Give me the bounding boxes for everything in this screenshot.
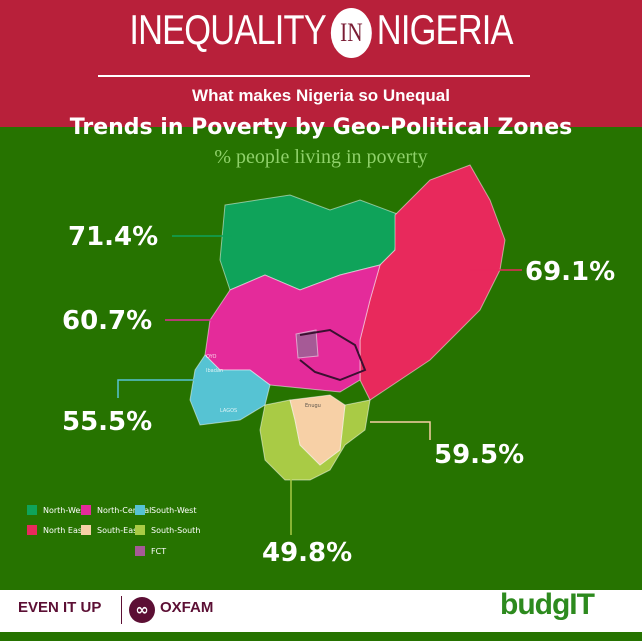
header: INEQUALITY IN NIGERIA What makes Nigeria s… bbox=[0, 0, 642, 127]
legend-item: South-South bbox=[135, 525, 200, 535]
map-label-lagos: LAGOS bbox=[220, 408, 238, 414]
map-label-oyo: OYO bbox=[206, 354, 217, 360]
legend-item: FCT bbox=[135, 546, 166, 556]
value-south-east: 59.5% bbox=[434, 440, 525, 470]
swatch bbox=[27, 505, 37, 515]
even-it-up-logo: EVEN IT UP bbox=[18, 599, 102, 616]
section-title: Trends in Poverty by Geo-Political Zones bbox=[69, 115, 573, 140]
map-label-enugu: Enugu bbox=[305, 403, 321, 409]
legend-item: South-West bbox=[135, 505, 196, 515]
divider bbox=[121, 596, 122, 624]
leader-south-west bbox=[117, 379, 200, 398]
divider bbox=[98, 75, 530, 77]
legend-item: North-West bbox=[27, 505, 88, 515]
bottom-strip bbox=[0, 632, 642, 641]
value-north-west: 71.4% bbox=[68, 222, 159, 252]
legend-item: North East bbox=[27, 525, 85, 535]
budgit-logo: budgIT bbox=[500, 588, 595, 621]
value-south-south: 49.8% bbox=[262, 538, 353, 568]
page-subtitle: What makes Nigeria so Unequal bbox=[192, 86, 450, 105]
value-south-west: 55.5% bbox=[62, 407, 153, 437]
zone-south-east bbox=[289, 394, 346, 466]
map-label-ibadan: Ibadan bbox=[206, 368, 224, 374]
page-title: INEQUALITY IN NIGERIA bbox=[58, 6, 584, 58]
section-subtitle: % people living in poverty bbox=[214, 146, 428, 168]
zone-south-west bbox=[189, 354, 271, 426]
value-north-central: 60.7% bbox=[62, 306, 153, 336]
oxfam-logo: OXFAM bbox=[160, 599, 214, 616]
legend-item: North-Central bbox=[81, 505, 151, 515]
legend-item: South-East bbox=[81, 525, 140, 535]
zone-north-east bbox=[359, 164, 506, 401]
leader-south-east bbox=[370, 421, 431, 440]
zone-fct bbox=[295, 329, 319, 359]
footer bbox=[0, 590, 642, 632]
oxfam-logo-icon: ∞ bbox=[129, 597, 155, 623]
value-north-east: 69.1% bbox=[525, 257, 616, 287]
